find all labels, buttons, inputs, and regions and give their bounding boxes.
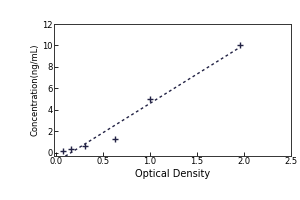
Y-axis label: Concentration(ng/mL): Concentration(ng/mL)	[30, 44, 39, 136]
X-axis label: Optical Density: Optical Density	[135, 169, 210, 179]
